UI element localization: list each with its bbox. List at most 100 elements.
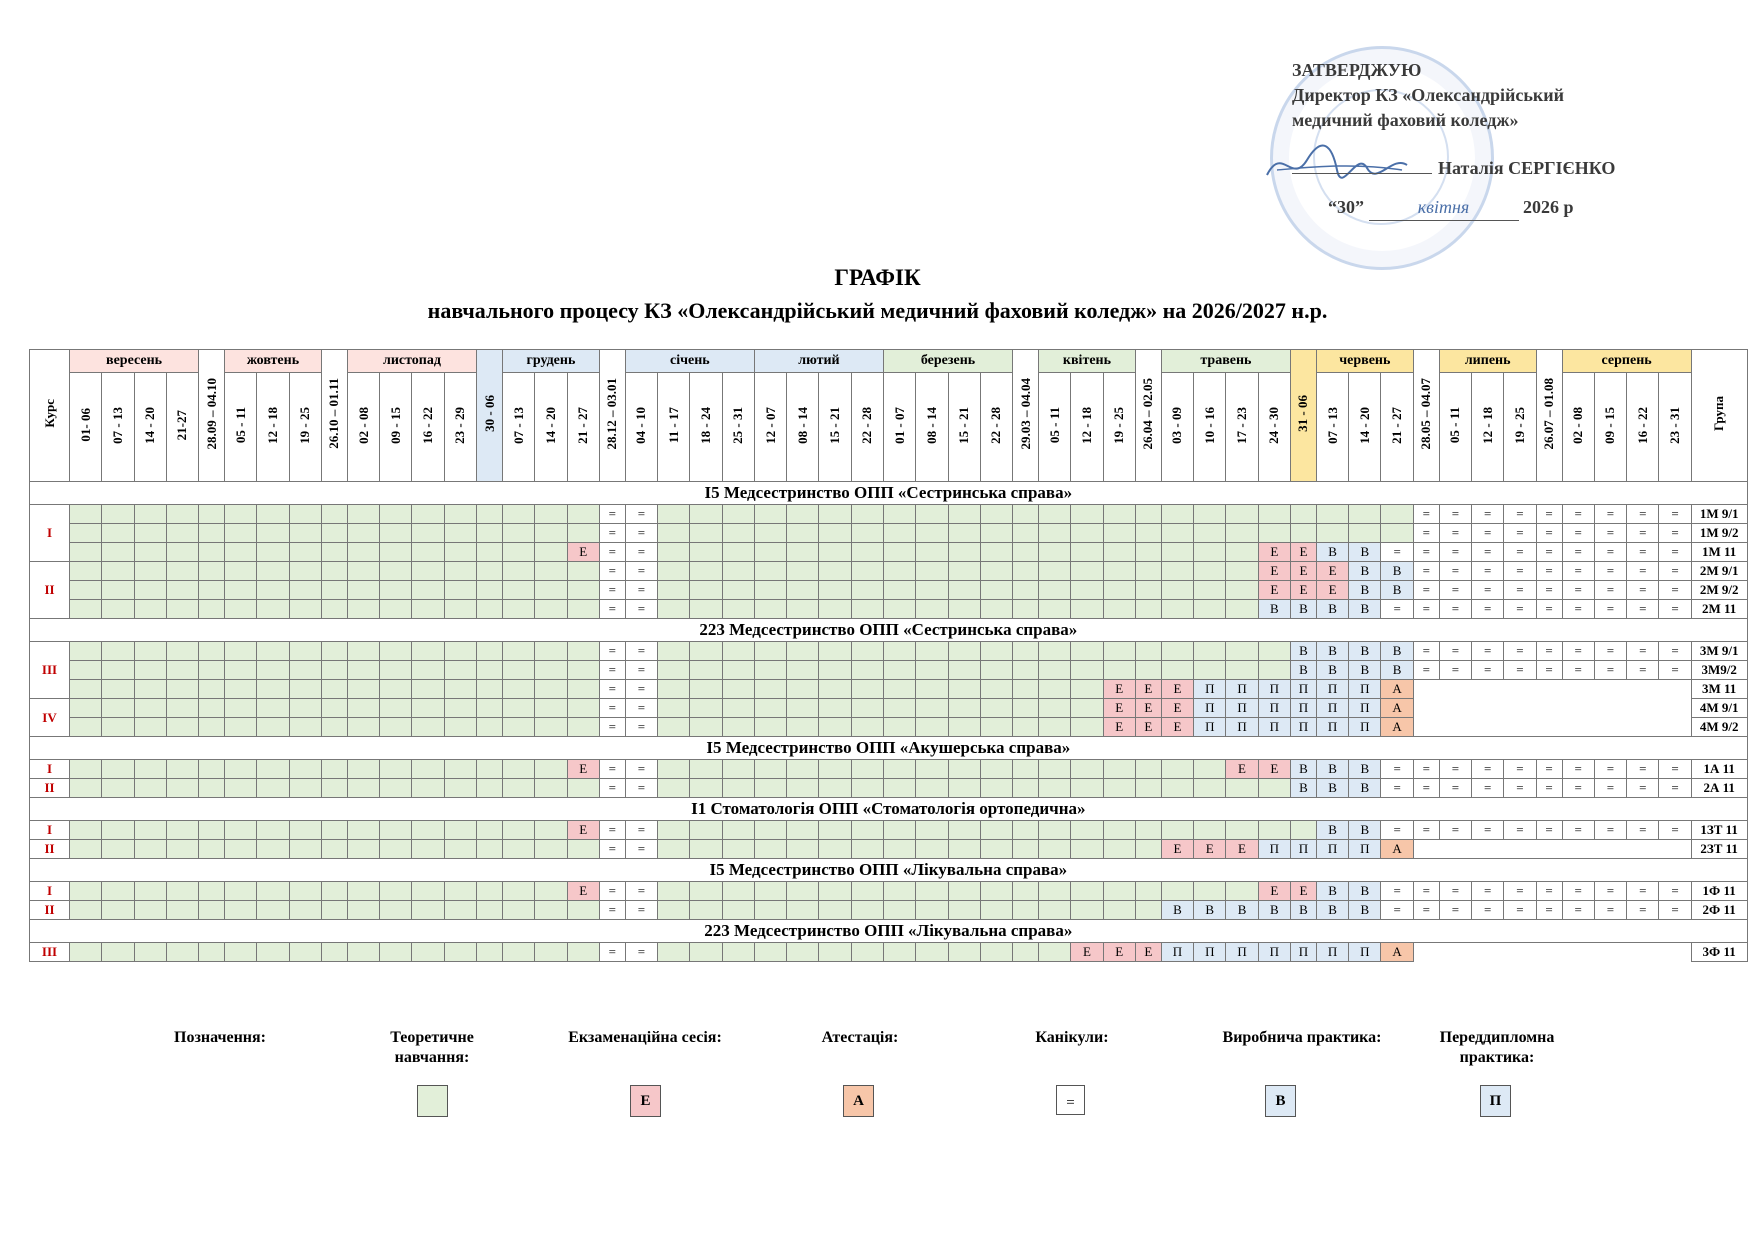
schedule-cell bbox=[566, 942, 600, 962]
schedule-cell: = bbox=[1471, 759, 1505, 779]
schedule-cell bbox=[320, 881, 348, 901]
schedule-cell bbox=[947, 523, 981, 543]
schedule-cell bbox=[753, 599, 788, 619]
schedule-cell: = bbox=[598, 900, 626, 920]
schedule-cell: = bbox=[1438, 504, 1473, 524]
schedule-cell: = bbox=[1561, 759, 1595, 779]
schedule-cell: = bbox=[1412, 900, 1440, 920]
schedule-cell bbox=[379, 820, 413, 840]
approval-block: ЗАТВЕРДЖУЮ Директор КЗ «Олександрійський… bbox=[1292, 58, 1732, 221]
week-label: 05 - 11 bbox=[1046, 406, 1062, 444]
schedule-cell: = bbox=[598, 580, 626, 600]
schedule-cell: В bbox=[1348, 881, 1382, 901]
schedule-cell: П bbox=[1289, 717, 1317, 737]
schedule-cell bbox=[443, 660, 478, 680]
schedule-cell bbox=[198, 900, 226, 920]
schedule-cell: Е bbox=[1315, 580, 1350, 600]
schedule-cell bbox=[979, 561, 1014, 581]
schedule-cell bbox=[1257, 820, 1291, 840]
schedule-cell bbox=[721, 839, 755, 859]
schedule-cell bbox=[850, 820, 884, 840]
schedule-cell: = bbox=[1503, 660, 1537, 680]
schedule-cell bbox=[101, 660, 135, 680]
schedule-cell: В bbox=[1348, 580, 1382, 600]
schedule-cell bbox=[411, 523, 445, 543]
schedule-cell bbox=[721, 660, 755, 680]
schedule-cell: = bbox=[1503, 599, 1537, 619]
transition-week-label: 26.04 – 02.05 bbox=[1140, 377, 1156, 450]
week-header: 09 - 15 bbox=[1593, 372, 1628, 482]
schedule-cell bbox=[346, 698, 381, 718]
official-stamp bbox=[1270, 46, 1494, 270]
schedule-cell bbox=[224, 881, 258, 901]
schedule-cell bbox=[786, 717, 820, 737]
schedule-cell bbox=[133, 679, 167, 699]
schedule-row: І Е = = Е Е В В В = = = = = = = = = = 1А 11 bbox=[29, 759, 1748, 779]
schedule-cell: = bbox=[624, 660, 659, 680]
schedule-cell bbox=[165, 820, 200, 840]
schedule-cell bbox=[1038, 679, 1072, 699]
schedule-cell bbox=[224, 641, 258, 661]
schedule-cell bbox=[198, 523, 226, 543]
schedule-cell: В bbox=[1315, 660, 1350, 680]
schedule-cell: = bbox=[1593, 542, 1628, 562]
schedule-cell bbox=[101, 839, 135, 859]
schedule-cell bbox=[1038, 900, 1072, 920]
schedule-cell: = bbox=[1380, 900, 1414, 920]
schedule-cell bbox=[411, 942, 445, 962]
schedule-cell bbox=[198, 881, 226, 901]
schedule-cell: Е bbox=[1257, 881, 1291, 901]
schedule-cell bbox=[224, 580, 258, 600]
schedule-cell: = bbox=[1561, 580, 1595, 600]
schedule-cell bbox=[165, 561, 200, 581]
schedule-cell bbox=[411, 561, 445, 581]
schedule-cell bbox=[850, 778, 884, 798]
schedule-cell bbox=[850, 942, 884, 962]
schedule-cell bbox=[979, 759, 1014, 779]
schedule-cell bbox=[534, 881, 568, 901]
empty-cell bbox=[1413, 698, 1692, 718]
schedule-cell bbox=[476, 778, 504, 798]
schedule-cell: = bbox=[1380, 759, 1414, 779]
kurs-cell: І bbox=[29, 881, 70, 901]
schedule-cell bbox=[947, 679, 981, 699]
schedule-cell: = bbox=[1503, 523, 1537, 543]
schedule-cell: = bbox=[1438, 900, 1473, 920]
schedule-cell bbox=[689, 839, 723, 859]
schedule-cell bbox=[657, 820, 691, 840]
schedule-cell bbox=[534, 717, 568, 737]
schedule-cell: В bbox=[1348, 542, 1382, 562]
schedule-cell: Е bbox=[1289, 561, 1317, 581]
schedule-cell bbox=[379, 942, 413, 962]
schedule-cell bbox=[133, 660, 167, 680]
schedule-cell bbox=[979, 778, 1014, 798]
section-title: І5 Медсестринство ОПП «Лікувальна справа… bbox=[29, 858, 1748, 882]
schedule-cell bbox=[566, 660, 600, 680]
schedule-cell bbox=[502, 580, 536, 600]
schedule-cell bbox=[346, 759, 381, 779]
schedule-cell bbox=[288, 580, 322, 600]
schedule-cell bbox=[753, 839, 788, 859]
schedule-cell bbox=[379, 542, 413, 562]
schedule-cell bbox=[379, 839, 413, 859]
group-cell: 4М 9/2 bbox=[1690, 717, 1748, 737]
schedule-cell bbox=[198, 698, 226, 718]
schedule-cell bbox=[1012, 759, 1040, 779]
schedule-cell: П bbox=[1257, 698, 1291, 718]
schedule-row: = = = = = = = = = = = 1М 9/2 bbox=[30, 523, 1748, 543]
month-header: травень bbox=[1160, 349, 1291, 373]
schedule-cell: = bbox=[1503, 759, 1537, 779]
schedule-cell bbox=[1257, 660, 1291, 680]
schedule-cell: = bbox=[1658, 660, 1692, 680]
month-header: квітень bbox=[1038, 349, 1136, 373]
week-label: 22 - 28 bbox=[988, 406, 1004, 444]
legend-label: Теоретичне навчання: bbox=[390, 1029, 474, 1066]
schedule-cell bbox=[101, 580, 135, 600]
week-header: 12 - 18 bbox=[1070, 372, 1104, 482]
schedule-cell bbox=[1225, 523, 1259, 543]
schedule-cell bbox=[502, 660, 536, 680]
schedule-cell bbox=[288, 820, 322, 840]
schedule-cell bbox=[566, 580, 600, 600]
schedule-cell bbox=[1012, 561, 1040, 581]
schedule-cell bbox=[947, 942, 981, 962]
